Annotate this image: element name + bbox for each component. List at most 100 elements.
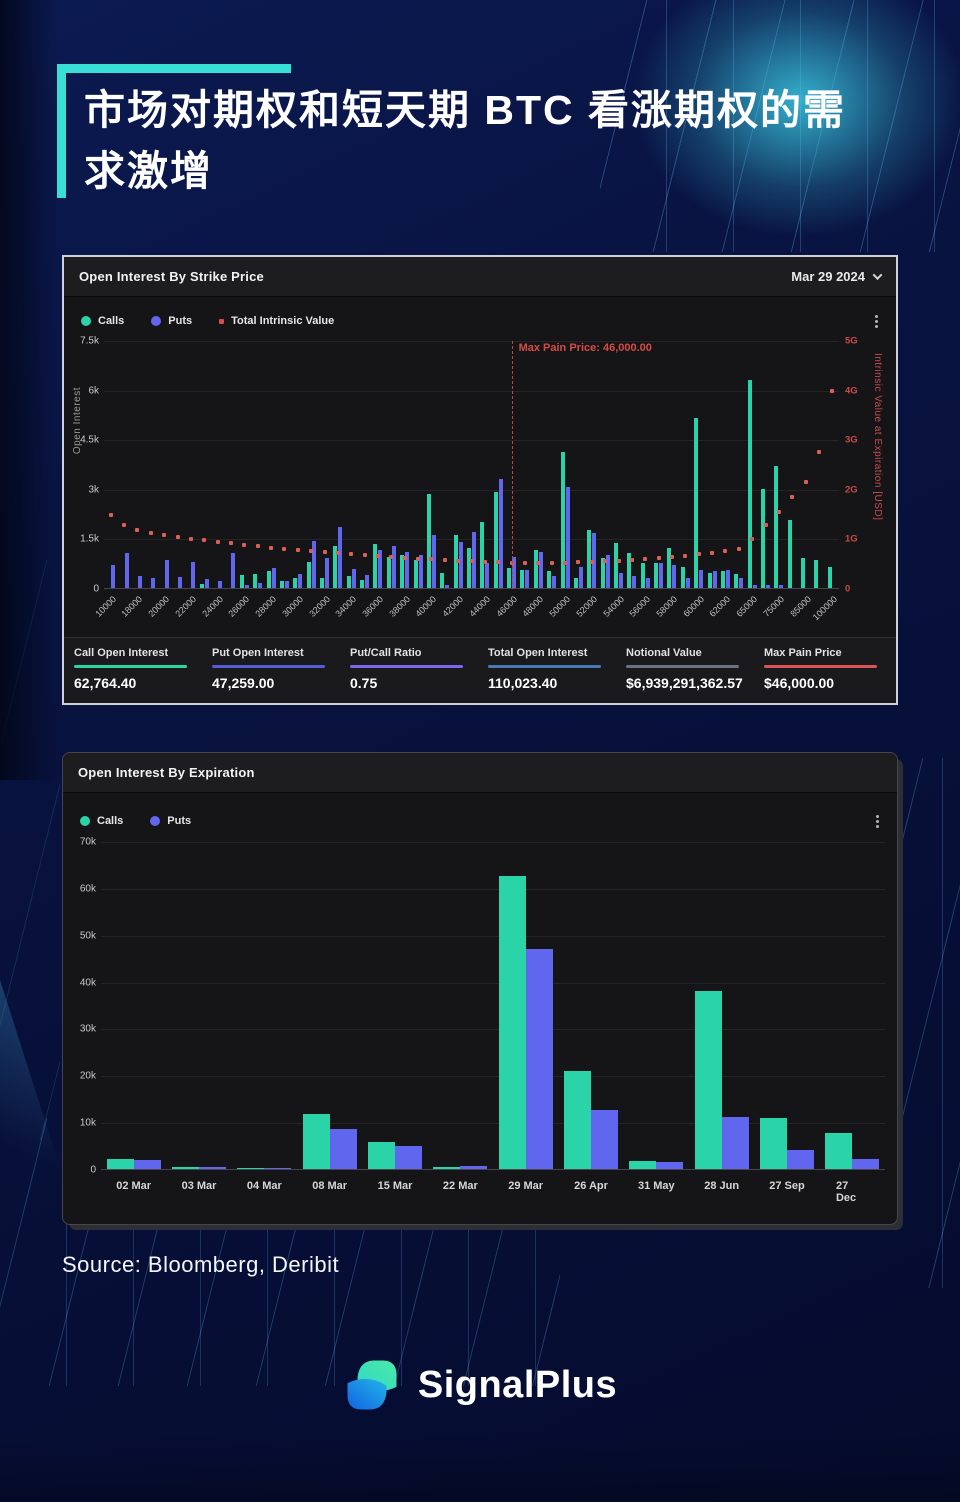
- stat-value: 110,023.40: [488, 675, 558, 691]
- call-bar: [787, 520, 792, 588]
- expiry-chart-x-axis: 02 Mar 03 Mar 04 Mar 08 Mar 15 Mar 22 Mar 29 M…: [101, 1170, 885, 1206]
- call-bar: [720, 571, 725, 588]
- gridline: [101, 888, 885, 890]
- calls-dot-icon: [80, 816, 90, 826]
- more-options-icon[interactable]: [869, 311, 884, 332]
- call-bar: [667, 548, 672, 588]
- max-pain-line: [511, 341, 513, 589]
- intrinsic-value-dot: [148, 530, 153, 535]
- stat-label: Max Pain Price: [764, 647, 842, 659]
- intrinsic-value-dot: [830, 388, 835, 393]
- intrinsic-value-dot: [242, 542, 247, 547]
- put-bar: [264, 1168, 292, 1169]
- brand-footer: SignalPlus: [0, 1356, 960, 1414]
- stat-label: Put Open Interest: [212, 647, 304, 659]
- gridline: [104, 390, 839, 392]
- x-axis-tick-label: 60000: [680, 594, 706, 619]
- x-axis-tick-label: 34000: [333, 594, 359, 619]
- x-axis-tick-label: 56000: [627, 594, 653, 619]
- date-selector[interactable]: Mar 29 2024: [791, 269, 883, 284]
- legend-item-puts[interactable]: Puts: [151, 315, 192, 327]
- y-axis-title-intrinsic-value: Intrinsic Value at Expiration [USD]: [872, 353, 883, 521]
- intrinsic-value-dot: [375, 554, 380, 559]
- put-bar: [591, 1110, 618, 1169]
- put-bar: [605, 554, 610, 588]
- gridline: [101, 982, 885, 984]
- y-axis-tick: 10k: [79, 1117, 96, 1129]
- intrinsic-value-dot: [710, 550, 715, 555]
- legend-item-intrinsic[interactable]: Total Intrinsic Value: [219, 315, 334, 327]
- put-bar: [739, 578, 744, 588]
- page-title: 市场对期权和短天期 BTC 看涨期权的需 求激增: [57, 64, 907, 202]
- legend-item-puts[interactable]: Puts: [150, 815, 191, 827]
- intrinsic-value-dot: [389, 555, 394, 560]
- call-bar: [774, 465, 779, 588]
- call-bar: [520, 569, 525, 588]
- x-axis-tick-label: 28000: [253, 594, 279, 619]
- intrinsic-value-dot: [108, 512, 113, 517]
- x-axis-tick-label: 46000: [493, 594, 519, 619]
- legend-label-calls: Calls: [97, 815, 124, 827]
- stat-underline: [350, 665, 464, 668]
- put-bar: [124, 553, 129, 588]
- x-axis-tick-label: 42000: [440, 594, 466, 619]
- date-selector-label: Mar 29 2024: [791, 269, 865, 284]
- intrinsic-value-dot: [776, 510, 781, 515]
- put-bar: [338, 526, 343, 588]
- intrinsic-value-dot: [669, 555, 674, 560]
- y-axis-tick: 3G: [845, 434, 858, 446]
- gridline: [104, 489, 839, 491]
- put-bar: [231, 553, 236, 588]
- y-axis-tick: 0: [90, 1164, 96, 1176]
- intrinsic-value-dot: [576, 560, 581, 565]
- put-bar: [699, 569, 704, 588]
- call-bar: [467, 548, 471, 588]
- stat-value: 62,764.40: [74, 675, 137, 691]
- x-axis-tick-label: 10000: [92, 594, 118, 619]
- call-bar: [293, 578, 298, 588]
- intrinsic-value-dot: [696, 552, 701, 557]
- call-bar: [801, 558, 806, 588]
- call-bar: [440, 573, 445, 588]
- stat-underline: [212, 665, 326, 668]
- call-bar: [426, 493, 431, 588]
- x-axis-tick-label: 02 Mar: [116, 1180, 152, 1192]
- put-bar: [431, 535, 436, 588]
- x-axis-tick-label: 54000: [600, 594, 626, 619]
- put-bar: [284, 581, 289, 588]
- intrinsic-value-dot: [589, 559, 594, 564]
- stat-put-call-ratio: Put/Call Ratio 0.75: [348, 647, 474, 695]
- call-bar: [760, 1117, 787, 1169]
- call-bar: [600, 558, 605, 588]
- more-options-icon[interactable]: [870, 811, 885, 832]
- put-bar: [395, 1146, 422, 1169]
- call-bar: [547, 571, 552, 588]
- strike-chart-y-axis-left: 7.5k 6k 4.5k 3k 1.5k 0: [64, 336, 99, 595]
- y-axis-tick: 0: [93, 583, 99, 595]
- put-bar: [852, 1159, 880, 1169]
- put-bar: [578, 566, 583, 588]
- put-bar: [752, 584, 757, 588]
- put-bar: [632, 576, 637, 588]
- stat-call-open-interest: Call Open Interest 62,764.40: [72, 647, 198, 695]
- brand-name: SignalPlus: [417, 1363, 618, 1406]
- x-axis-tick-label: 24000: [199, 594, 225, 619]
- intrinsic-value-dot: [335, 551, 340, 556]
- legend-item-calls[interactable]: Calls: [80, 815, 123, 827]
- gridline: [104, 341, 839, 342]
- stat-label: Notional Value: [626, 647, 702, 659]
- x-axis-tick-label: 48000: [520, 594, 546, 619]
- intrinsic-value-dot: [549, 561, 554, 566]
- put-bar: [298, 574, 303, 588]
- intrinsic-value-dot: [522, 561, 527, 566]
- put-bar: [204, 578, 209, 588]
- call-bar: [694, 417, 699, 588]
- chevron-down-icon: [872, 270, 883, 281]
- put-bar: [725, 569, 730, 588]
- intrinsic-value-dot: [656, 556, 661, 561]
- legend-item-calls[interactable]: Calls: [81, 315, 124, 327]
- intrinsic-value-dot: [763, 522, 768, 527]
- x-axis-tick-label: 100000: [811, 594, 840, 623]
- put-bar: [271, 568, 276, 588]
- put-bar: [552, 576, 557, 588]
